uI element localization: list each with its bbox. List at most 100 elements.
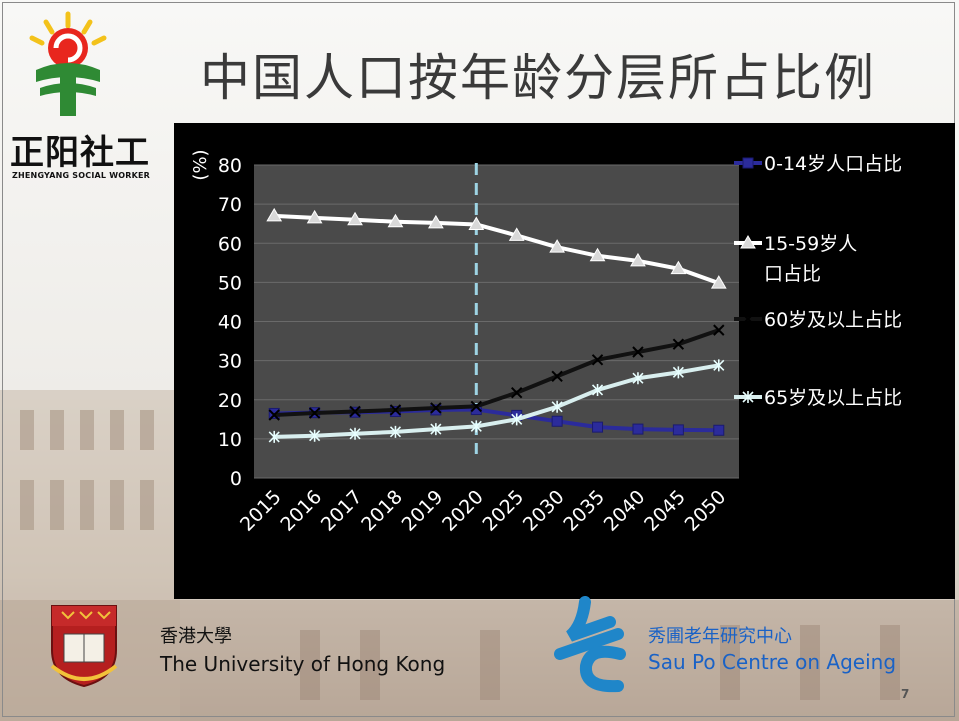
data-point bbox=[589, 247, 606, 262]
data-point bbox=[389, 425, 402, 438]
data-point bbox=[630, 252, 646, 267]
data-point bbox=[591, 383, 604, 396]
legend-label: 65岁及以上占比 bbox=[764, 387, 902, 409]
x-tick-label: 2050 bbox=[681, 486, 731, 536]
data-point bbox=[306, 209, 323, 224]
y-tick-label: 40 bbox=[218, 312, 242, 334]
legend-label: 15-59岁人 bbox=[764, 233, 857, 255]
data-point bbox=[740, 235, 756, 249]
x-tick-label: 2035 bbox=[559, 486, 609, 536]
legend-item: 60岁及以上占比 bbox=[734, 309, 902, 331]
data-point bbox=[713, 424, 725, 436]
data-point bbox=[670, 260, 687, 275]
legend-label: 0-14岁人口占比 bbox=[764, 153, 902, 175]
data-point bbox=[632, 423, 644, 435]
x-tick-label: 2025 bbox=[478, 486, 528, 536]
data-point bbox=[470, 420, 482, 433]
series-3 bbox=[268, 324, 725, 421]
gridlines bbox=[254, 164, 739, 479]
data-point bbox=[268, 409, 280, 421]
data-point bbox=[742, 391, 754, 403]
x-tick-label: 2045 bbox=[640, 486, 690, 536]
x-tick-label: 2018 bbox=[357, 486, 407, 536]
data-point bbox=[511, 386, 523, 399]
hku-name-en: The University of Hong Kong bbox=[160, 652, 446, 676]
data-point bbox=[742, 313, 754, 325]
y-tick-label: 70 bbox=[218, 194, 242, 216]
series-4 bbox=[268, 359, 725, 443]
legend-item: 0-14岁人口占比 bbox=[734, 153, 902, 175]
data-point bbox=[468, 216, 485, 230]
sau-po-footer: 秀圃老年研究中心 Sau Po Centre on Ageing bbox=[648, 622, 896, 674]
data-point bbox=[508, 227, 525, 241]
hku-footer: 香港大學 The University of Hong Kong bbox=[160, 622, 445, 676]
x-axis-ticks: 2015201620172018201920202025203020352040… bbox=[236, 486, 730, 536]
y-tick-label: 50 bbox=[218, 272, 242, 294]
chart-panel: 0 10 20 30 40 50 60 70 80 2015 2016 2017 2018 2019 20… bbox=[174, 123, 955, 599]
data-point bbox=[430, 423, 442, 436]
x-tick-label: 2030 bbox=[519, 486, 569, 536]
data-point bbox=[387, 213, 404, 228]
sau-po-centre-logo-icon bbox=[554, 596, 626, 693]
y-tick-label: 30 bbox=[218, 351, 242, 373]
data-point bbox=[309, 429, 321, 442]
data-point bbox=[347, 211, 363, 226]
x-tick-label: 2017 bbox=[317, 486, 367, 536]
data-point bbox=[470, 400, 482, 413]
data-point bbox=[430, 402, 442, 414]
y-axis-ticks: 0 10 20 30 40 50 60 70 80 bbox=[218, 155, 242, 490]
series-line bbox=[274, 363, 720, 439]
series-line bbox=[274, 328, 720, 418]
data-point bbox=[632, 346, 644, 358]
data-point bbox=[308, 407, 321, 419]
slide-title: 中国人口按年龄分层所占比例 bbox=[200, 49, 876, 107]
zhengyang-emblem-icon bbox=[29, 11, 107, 116]
x-tick-label: 2019 bbox=[398, 486, 448, 536]
logo-subtitle: ZHENGYANG SOCIAL WORKER bbox=[12, 171, 151, 180]
data-point bbox=[713, 324, 725, 336]
data-point bbox=[349, 405, 361, 418]
data-point bbox=[632, 372, 644, 385]
x-tick-label: 2040 bbox=[600, 486, 650, 536]
legend-item: 65岁及以上占比 bbox=[734, 387, 902, 409]
data-point bbox=[389, 404, 402, 416]
data-point bbox=[551, 370, 563, 382]
data-point bbox=[549, 239, 565, 253]
centre-name-cn: 秀圃老年研究中心 bbox=[648, 626, 792, 647]
data-point bbox=[268, 430, 280, 443]
data-point bbox=[511, 413, 523, 426]
y-tick-label: 10 bbox=[218, 429, 242, 451]
data-point bbox=[713, 359, 725, 372]
y-tick-label: 20 bbox=[218, 390, 242, 412]
data-point bbox=[710, 275, 727, 289]
x-tick-label: 2015 bbox=[236, 486, 286, 536]
y-axis-label: (%) bbox=[190, 149, 211, 180]
data-point bbox=[428, 214, 444, 229]
data-point bbox=[672, 338, 685, 350]
data-point bbox=[672, 424, 684, 436]
data-point bbox=[591, 354, 604, 366]
x-tick-label: 2020 bbox=[438, 486, 488, 536]
y-tick-label: 60 bbox=[218, 233, 242, 255]
x-tick-label: 2016 bbox=[276, 486, 326, 536]
data-point bbox=[349, 427, 361, 440]
data-point bbox=[592, 421, 604, 433]
series-line bbox=[274, 213, 720, 286]
series-2 bbox=[266, 207, 727, 289]
series-layer bbox=[266, 207, 727, 443]
data-point bbox=[672, 366, 684, 379]
hku-crest-icon bbox=[50, 605, 118, 688]
data-point bbox=[742, 157, 754, 169]
centre-name-en: Sau Po Centre on Ageing bbox=[648, 650, 897, 674]
y-tick-label: 80 bbox=[218, 155, 242, 177]
legend-label: 口占比 bbox=[764, 263, 821, 285]
data-point bbox=[551, 400, 563, 413]
y-tick-label: 0 bbox=[230, 468, 242, 490]
legend-label: 60岁及以上占比 bbox=[764, 309, 902, 331]
data-point bbox=[266, 207, 283, 222]
data-point bbox=[551, 415, 563, 427]
